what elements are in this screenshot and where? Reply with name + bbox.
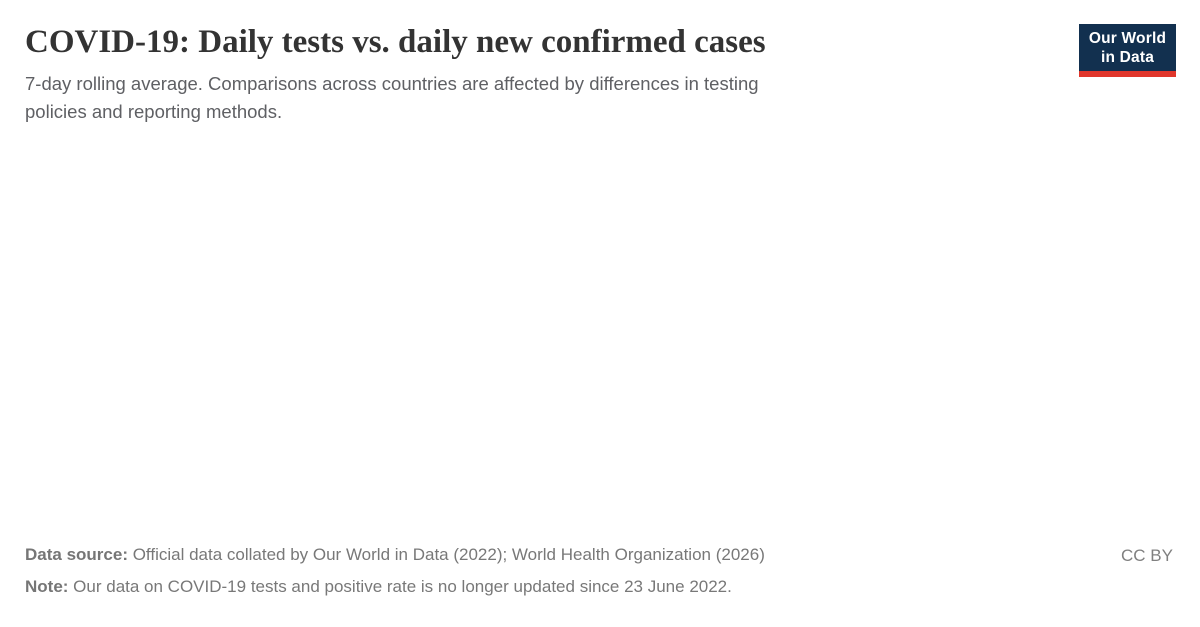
- data-source-line: Data source: Official data collated by O…: [25, 539, 765, 571]
- owid-logo-text-line-2: in Data: [1100, 49, 1155, 66]
- chart-footer: Data source: Official data collated by O…: [25, 539, 765, 602]
- license-cc-by-link[interactable]: CC BY: [1121, 545, 1173, 565]
- note-label: Note:: [25, 576, 69, 596]
- owid-logo-text-line-1: Our World: [1088, 30, 1167, 47]
- chart-subtitle: 7-day rolling average. Comparisons acros…: [25, 70, 1060, 126]
- note-line: Note: Our data on COVID-19 tests and pos…: [25, 571, 765, 603]
- chart-plot-area-empty: [25, 140, 1175, 527]
- chart-title: COVID-19: Daily tests vs. daily new conf…: [25, 24, 766, 60]
- chart-subtitle-line-2: policies and reporting methods.: [25, 100, 283, 122]
- owid-logo[interactable]: Our World in Data: [1079, 24, 1176, 77]
- note-text: Our data on COVID-19 tests and positive …: [68, 576, 732, 596]
- chart-header: COVID-19: Daily tests vs. daily new conf…: [25, 24, 1060, 126]
- data-source-label: Data source:: [25, 545, 128, 564]
- data-source-text: Official data collated by Our World in D…: [127, 545, 765, 564]
- chart-subtitle-line-1: 7-day rolling average. Comparisons acros…: [25, 72, 759, 94]
